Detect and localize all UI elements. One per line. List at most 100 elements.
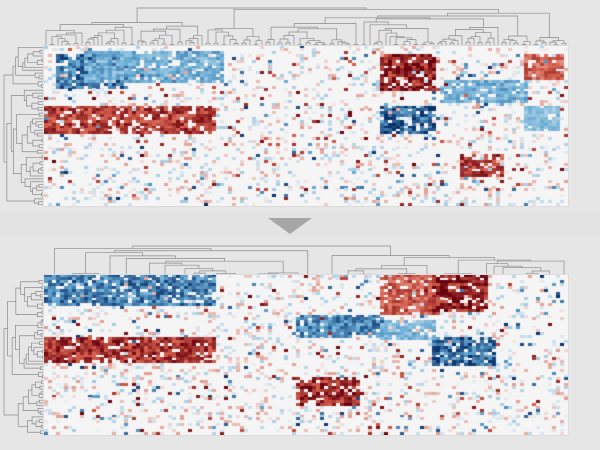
dendrogram-branch xyxy=(313,43,319,46)
dendrogram-branch xyxy=(54,248,212,279)
dendrogram-branch xyxy=(40,424,44,429)
dendrogram-branch xyxy=(154,38,165,44)
dendrogram-branch xyxy=(321,43,327,46)
dendrogram-branch xyxy=(161,43,167,46)
dendrogram-branch xyxy=(38,201,44,205)
dendrogram-branch xyxy=(233,8,499,29)
dendrogram-branch xyxy=(36,59,44,65)
dendrogram-branch xyxy=(447,12,550,38)
dendrogram-branch xyxy=(31,342,40,352)
dendrogram-branch xyxy=(3,74,14,163)
dendrogram-branch xyxy=(20,164,27,184)
dendrogram-branch xyxy=(41,380,44,384)
heatmap-top xyxy=(44,46,568,206)
dendrogram-branch xyxy=(331,255,450,278)
dendrogram-branch xyxy=(23,358,41,369)
dendrogram-branch xyxy=(385,32,398,46)
dendrogram-branch xyxy=(42,374,44,379)
dendrogram-branch xyxy=(149,42,155,46)
dendrogram-branch xyxy=(15,324,38,351)
dendrogram-branch xyxy=(389,36,405,46)
dendrogram-branch xyxy=(35,121,44,127)
dendrogram-branch xyxy=(39,385,44,390)
dendrogram-branch xyxy=(39,410,44,415)
dendrogram-branch xyxy=(193,35,203,46)
dendrogram-branch xyxy=(24,287,42,302)
dendrogram-branch xyxy=(35,381,42,388)
dendrogram-branch xyxy=(140,30,167,42)
dendrogram-branch xyxy=(56,34,77,44)
dendrogram-branch xyxy=(159,34,173,45)
dendrogram-branch xyxy=(106,29,125,44)
dendrogram-branch xyxy=(38,371,44,377)
dendrogram-branch xyxy=(331,39,342,44)
dendrogram-branch xyxy=(470,36,481,43)
dendrogram-branch xyxy=(40,391,44,395)
dendrogram-branch xyxy=(421,43,427,46)
dendrogram-branch xyxy=(377,15,519,36)
dendrogram-branch xyxy=(37,312,44,317)
dendrogram-branch xyxy=(27,296,38,307)
dendrogram-branch xyxy=(37,408,44,414)
dendrogram-branch xyxy=(61,40,69,46)
dendrogram-branch xyxy=(341,42,349,46)
dendrogram-branch xyxy=(38,392,44,398)
dendrogram-branch xyxy=(32,139,42,147)
dendrogram-branch xyxy=(37,303,44,309)
dendrogram-branch xyxy=(32,187,42,195)
dendrogram-branch xyxy=(267,39,275,46)
dendrogram-branch xyxy=(27,53,38,63)
dendrogram-branch xyxy=(37,95,44,100)
dendrogram-branch xyxy=(403,257,495,266)
dendrogram-branch xyxy=(34,198,44,204)
dendrogram-branch xyxy=(270,26,318,40)
dendrogram-branch xyxy=(279,38,289,43)
dendrogram-branch xyxy=(132,245,391,256)
dendrogram-branch xyxy=(41,285,44,290)
dendrogram-branch xyxy=(20,281,39,295)
dendrogram-branch xyxy=(59,24,124,31)
dendrogram-branch xyxy=(42,355,44,359)
dendrogram-branch xyxy=(37,107,44,111)
dendrogram-branch xyxy=(380,265,428,278)
dendrogram-branch xyxy=(38,168,44,174)
dendrogram-branch xyxy=(166,25,199,36)
dendrogram-branch xyxy=(137,40,145,46)
dendrogram-branch xyxy=(439,40,447,46)
dendrogram-branch xyxy=(401,44,407,46)
dendrogram-branch xyxy=(38,75,44,80)
dendrogram-branch xyxy=(199,270,227,274)
dendrogram-branch xyxy=(39,341,44,345)
dendrogram-branch xyxy=(469,27,499,46)
dendrogram-branch xyxy=(24,178,44,187)
dendrogram-branch xyxy=(42,349,44,354)
dendrogram-branch xyxy=(457,259,531,274)
down-arrow-icon xyxy=(268,218,312,234)
dendrogram-branch xyxy=(25,353,44,365)
dendrogram-branch xyxy=(19,335,35,364)
dendrogram-branch xyxy=(32,92,44,98)
dendrogram-branch xyxy=(165,260,284,273)
dendrogram-branch xyxy=(35,291,44,297)
dendrogram-branch xyxy=(136,7,367,23)
dendrogram-branch xyxy=(477,42,483,46)
dendrogram-branch xyxy=(28,389,37,405)
dendrogram-branch xyxy=(121,42,127,46)
dendrogram-branch xyxy=(7,300,16,357)
dendrogram-branch xyxy=(215,31,229,44)
dendrogram-branch xyxy=(32,118,44,125)
dendrogram-branch xyxy=(38,184,44,188)
dendrogram-branch xyxy=(26,94,33,107)
dendrogram-branch xyxy=(223,35,234,45)
dendrogram-branch xyxy=(40,430,44,434)
dendrogram-branch xyxy=(36,351,43,358)
dendrogram-branch xyxy=(502,267,542,279)
dendrogram-branch xyxy=(315,42,325,45)
dendrogram-branch xyxy=(33,346,44,355)
dendrogram-branch xyxy=(283,35,295,46)
dendrogram-branch xyxy=(25,157,42,172)
dendrogram-branch xyxy=(369,24,407,46)
dendrogram-branch xyxy=(29,166,44,177)
dendrogram-branch xyxy=(465,41,471,46)
dendrogram-branch xyxy=(27,420,41,433)
